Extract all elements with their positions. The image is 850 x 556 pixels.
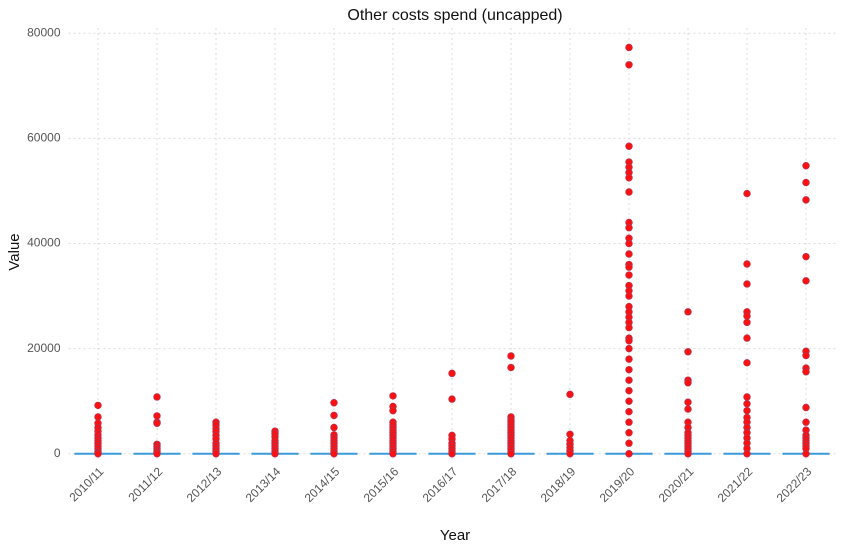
point bbox=[389, 392, 397, 400]
point bbox=[743, 312, 751, 320]
point bbox=[743, 406, 751, 415]
point bbox=[389, 450, 397, 458]
point bbox=[625, 439, 633, 447]
point bbox=[625, 250, 633, 258]
point bbox=[743, 393, 751, 401]
point bbox=[507, 352, 515, 360]
point bbox=[743, 400, 751, 408]
point bbox=[566, 390, 574, 399]
point bbox=[625, 386, 633, 395]
point bbox=[625, 418, 633, 426]
x-tick-label: 2021/22 bbox=[715, 464, 756, 505]
point bbox=[802, 252, 810, 261]
x-tick-label: 2014/15 bbox=[302, 464, 343, 505]
point bbox=[684, 379, 692, 387]
point bbox=[743, 450, 751, 458]
y-tick-label: 20000 bbox=[27, 341, 61, 355]
point bbox=[330, 423, 338, 432]
point bbox=[684, 348, 692, 356]
x-tick-label: 2013/14 bbox=[243, 464, 284, 505]
point bbox=[448, 395, 456, 403]
point bbox=[743, 318, 751, 327]
point bbox=[684, 398, 692, 406]
y-tick-label: 0 bbox=[54, 446, 61, 460]
point bbox=[271, 450, 279, 458]
point bbox=[743, 260, 751, 268]
point bbox=[507, 450, 515, 458]
point bbox=[507, 363, 515, 372]
point bbox=[94, 401, 102, 410]
point bbox=[625, 337, 633, 345]
point bbox=[625, 365, 633, 374]
point bbox=[625, 174, 633, 182]
point bbox=[743, 280, 751, 288]
point bbox=[802, 196, 810, 204]
point bbox=[743, 334, 751, 342]
point bbox=[625, 271, 633, 279]
y-tick-label: 40000 bbox=[27, 236, 61, 250]
point bbox=[802, 450, 810, 458]
point bbox=[448, 450, 456, 458]
point bbox=[625, 224, 633, 232]
point bbox=[625, 397, 633, 405]
x-tick-label: 2015/16 bbox=[361, 464, 402, 505]
point bbox=[684, 308, 692, 316]
x-tick-label: 2010/11 bbox=[66, 464, 106, 504]
point bbox=[625, 407, 633, 416]
x-tick-label: 2011/12 bbox=[125, 464, 165, 504]
point bbox=[94, 413, 102, 421]
x-tick-label: 2022/23 bbox=[774, 464, 815, 505]
point bbox=[802, 351, 810, 360]
point bbox=[566, 450, 574, 458]
x-tick-label: 2018/19 bbox=[538, 464, 579, 505]
point bbox=[566, 430, 574, 438]
point bbox=[625, 355, 633, 363]
point bbox=[625, 188, 633, 196]
point bbox=[802, 162, 810, 170]
x-tick-label: 2020/21 bbox=[656, 464, 697, 505]
x-axis-title: Year bbox=[440, 527, 470, 544]
point bbox=[625, 239, 633, 248]
point bbox=[625, 376, 633, 384]
x-tick-label: 2019/20 bbox=[597, 464, 638, 505]
point bbox=[448, 369, 456, 378]
point bbox=[94, 450, 102, 458]
point bbox=[625, 142, 633, 150]
point bbox=[153, 412, 161, 420]
point bbox=[153, 393, 161, 401]
y-tick-label: 60000 bbox=[27, 131, 61, 145]
point bbox=[684, 405, 692, 413]
point bbox=[802, 403, 810, 412]
point bbox=[153, 450, 161, 458]
point bbox=[330, 411, 338, 420]
point bbox=[625, 344, 633, 353]
point bbox=[743, 359, 751, 367]
point bbox=[625, 450, 633, 458]
x-tick-label: 2017/18 bbox=[479, 464, 520, 505]
x-tick-label: 2016/17 bbox=[420, 464, 461, 505]
point bbox=[625, 323, 633, 332]
point bbox=[153, 419, 161, 427]
y-axis-title: Value bbox=[6, 233, 23, 270]
point bbox=[802, 418, 810, 426]
y-tick-label: 80000 bbox=[27, 25, 61, 39]
point bbox=[212, 450, 220, 458]
point bbox=[330, 450, 338, 458]
point bbox=[684, 450, 692, 458]
point bbox=[802, 368, 810, 376]
point bbox=[625, 429, 633, 437]
point bbox=[389, 406, 397, 415]
point bbox=[625, 43, 633, 52]
point bbox=[802, 178, 810, 187]
point bbox=[625, 61, 633, 69]
x-tick-label: 2012/13 bbox=[184, 464, 225, 505]
point bbox=[625, 263, 633, 271]
point bbox=[330, 399, 338, 407]
point bbox=[743, 189, 751, 198]
point bbox=[625, 292, 633, 300]
chart-title: Other costs spend (uncapped) bbox=[347, 7, 562, 24]
point bbox=[802, 277, 810, 285]
